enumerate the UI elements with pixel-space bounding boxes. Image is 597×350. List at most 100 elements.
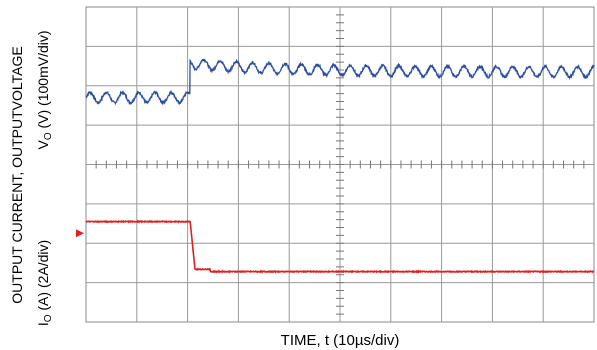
grid-dot (578, 85, 580, 87)
io-units: (A) (2A/div) (35, 240, 51, 315)
grid-dot (202, 85, 204, 87)
grid-dot (111, 242, 113, 244)
grid-dot (324, 85, 326, 87)
grid-dot (121, 242, 123, 244)
grid-dot (507, 242, 509, 244)
grid (85, 6, 595, 323)
grid-dot (497, 242, 499, 244)
svg-text:IO (A) (2A/div): IO (A) (2A/div) (35, 240, 54, 326)
grid-dot (263, 85, 265, 87)
io-label: I (35, 322, 51, 326)
grid-dot (395, 242, 397, 244)
vo-label: V (35, 140, 51, 150)
y-axis-label-line1: OUTPUT CURRENT, OUTPUTVOLTAGE (9, 46, 25, 303)
grid-dot (538, 242, 540, 244)
grid-dot (456, 85, 458, 87)
grid-dot (152, 242, 154, 244)
grid-dot (294, 85, 296, 87)
grid-dot (121, 85, 123, 87)
voltage-trace (85, 58, 595, 106)
grid-dot (284, 242, 286, 244)
grid-dot (365, 85, 367, 87)
grid-dot (263, 242, 265, 244)
grid-dot (355, 85, 357, 87)
grid-dot (172, 242, 174, 244)
grid-dot (548, 242, 550, 244)
grid-dot (588, 85, 590, 87)
y-axis-label-current: IO (A) (2A/div) (35, 240, 54, 326)
grid-dot (334, 85, 336, 87)
grid-dot (91, 242, 93, 244)
ground-marker (76, 229, 84, 238)
grid-dot (385, 85, 387, 87)
grid-dot (334, 242, 336, 244)
grid-dot (162, 85, 164, 87)
grid-dot (243, 85, 245, 87)
grid-dot (314, 85, 316, 87)
grid-dot (497, 85, 499, 87)
grid-dot (141, 85, 143, 87)
grid-dot (517, 85, 519, 87)
grid-dot (365, 242, 367, 244)
grid-dot (406, 242, 408, 244)
grid-dot (416, 85, 418, 87)
grid-dot (578, 242, 580, 244)
grid-dot (517, 242, 519, 244)
grid-dot (436, 242, 438, 244)
grid-dot (395, 85, 397, 87)
grid-dot (416, 242, 418, 244)
grid-dot (527, 85, 529, 87)
vo-subscript: O (43, 132, 54, 140)
grid-dot (101, 85, 103, 87)
grid-dot (131, 85, 133, 87)
grid-dot (294, 242, 296, 244)
y-axis-label: OUTPUT CURRENT, OUTPUTVOLTAGE (9, 46, 25, 303)
grid-dot (233, 242, 235, 244)
grid-dot (345, 85, 347, 87)
grid-dot (426, 85, 428, 87)
grid-dot (152, 85, 154, 87)
grid-dot (456, 242, 458, 244)
grid-dot (273, 242, 275, 244)
grid-dot (182, 85, 184, 87)
grid-dot (588, 242, 590, 244)
grid-dot (182, 242, 184, 244)
grid-dot (568, 242, 570, 244)
grid-dot (375, 85, 377, 87)
grid-dot (345, 242, 347, 244)
grid-dot (101, 242, 103, 244)
x-axis-label: TIME, t (10µs/div) (281, 332, 400, 349)
grid-dot (558, 242, 560, 244)
grid-dot (467, 242, 468, 244)
grid-dot (243, 242, 245, 244)
grid-dot (141, 242, 143, 244)
y-axis-label-voltage: VO (V) (100mV/div) (35, 30, 54, 149)
grid-dot (192, 242, 194, 244)
grid-dot (202, 242, 204, 244)
grid-dot (91, 85, 93, 87)
grid-dot (192, 85, 194, 87)
current-trace (85, 219, 595, 274)
grid-dot (233, 85, 235, 87)
vo-units: (V) (100mV/div) (35, 30, 51, 132)
grid-dot (446, 242, 448, 244)
grid-dot (253, 242, 255, 244)
grid-dot (172, 85, 174, 87)
grid-dot (273, 85, 275, 87)
grid-dot (436, 85, 438, 87)
grid-dot (406, 85, 408, 87)
grid-dot (527, 242, 529, 244)
grid-dot (162, 242, 164, 244)
grid-dot (426, 242, 428, 244)
grid-dot (538, 85, 540, 87)
grid-dot (487, 85, 489, 87)
grid-dot (446, 85, 448, 87)
grid-dot (385, 242, 387, 244)
grid-dot (304, 242, 306, 244)
grid-dot (548, 85, 550, 87)
svg-text:VO (V) (100mV/div): VO (V) (100mV/div) (35, 30, 54, 149)
grid-dot (507, 85, 509, 87)
grid-dot (304, 85, 306, 87)
grid-dot (111, 85, 113, 87)
